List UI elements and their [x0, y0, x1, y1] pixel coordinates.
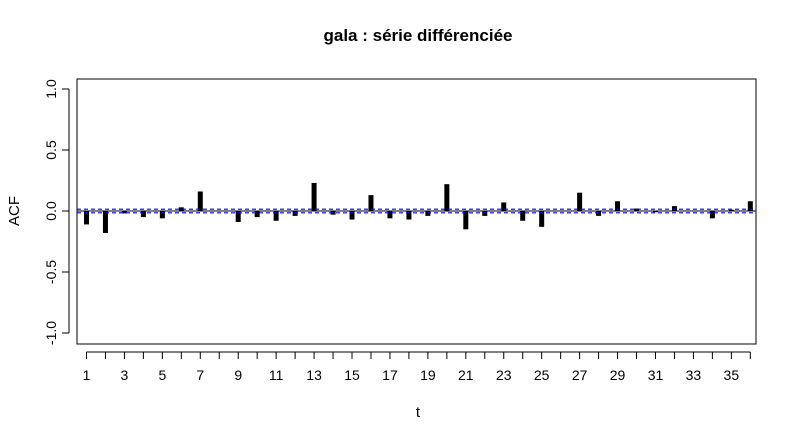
x-tick-label: 35 — [724, 367, 740, 383]
x-tick-label: 33 — [686, 367, 702, 383]
y-tick-label: 0.5 — [43, 140, 59, 160]
acf-bars — [83, 182, 753, 233]
chart-title: gala : série différenciée — [324, 26, 513, 45]
x-tick-label: 25 — [534, 367, 550, 383]
x-axis-label: t — [416, 404, 421, 421]
x-tick-label: 1 — [83, 367, 91, 383]
x-tick-label: 29 — [610, 367, 626, 383]
x-axis: 1 3 5 7 9 11 13 15 17 19 21 23 25 27 29 31 33 35 — [83, 351, 751, 383]
x-tick-label: 5 — [158, 367, 166, 383]
x-tick-label: 27 — [572, 367, 588, 383]
x-tick-label: 21 — [458, 367, 474, 383]
x-tick-label: 23 — [496, 367, 512, 383]
y-axis: -1.0 -0.5 0.0 0.5 1.0 — [43, 79, 70, 345]
y-tick-label: 0.0 — [43, 201, 59, 221]
confidence-bands — [77, 208, 756, 214]
x-tick-label: 11 — [269, 367, 284, 383]
x-tick-label: 9 — [234, 367, 242, 383]
x-tick-label: 7 — [196, 367, 204, 383]
y-tick-label: 1.0 — [43, 79, 59, 99]
x-tick-label: 3 — [121, 367, 129, 383]
x-tick-label: 15 — [344, 367, 360, 383]
x-tick-label: 17 — [382, 367, 398, 383]
x-tick-label: 13 — [306, 367, 322, 383]
y-tick-label: -1.0 — [43, 321, 59, 345]
y-axis-label: ACF — [6, 196, 23, 226]
y-tick-label: -0.5 — [43, 260, 59, 284]
x-tick-label: 19 — [420, 367, 436, 383]
x-tick-label: 31 — [648, 367, 664, 383]
